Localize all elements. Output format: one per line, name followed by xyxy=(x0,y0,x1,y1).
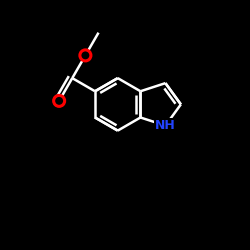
Circle shape xyxy=(54,96,64,106)
Circle shape xyxy=(81,51,90,60)
Text: NH: NH xyxy=(155,119,176,132)
